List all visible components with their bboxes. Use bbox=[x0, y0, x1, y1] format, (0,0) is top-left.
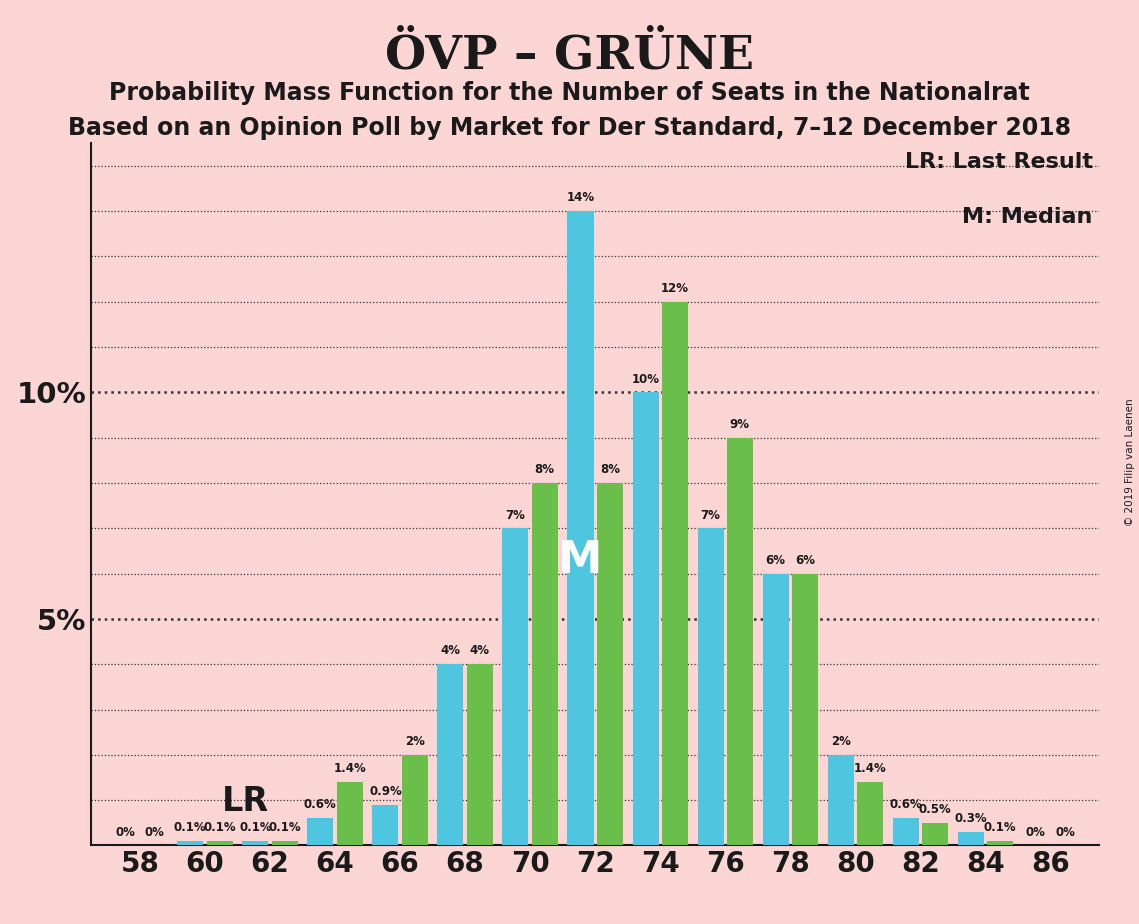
Text: 0.1%: 0.1% bbox=[269, 821, 301, 834]
Bar bbox=[857, 782, 883, 845]
Text: 4%: 4% bbox=[441, 644, 460, 658]
Bar bbox=[437, 664, 464, 845]
Text: 8%: 8% bbox=[534, 463, 555, 476]
Bar bbox=[763, 574, 788, 845]
Bar bbox=[532, 483, 558, 845]
Text: 0.1%: 0.1% bbox=[239, 821, 271, 834]
Text: 12%: 12% bbox=[661, 282, 689, 295]
Text: M: M bbox=[558, 539, 603, 581]
Text: LR: LR bbox=[222, 785, 269, 819]
Text: 6%: 6% bbox=[765, 553, 786, 566]
Bar bbox=[597, 483, 623, 845]
Text: 0.9%: 0.9% bbox=[369, 784, 402, 798]
Text: 1.4%: 1.4% bbox=[853, 762, 886, 775]
Bar bbox=[893, 819, 919, 845]
Bar bbox=[988, 841, 1013, 845]
Bar bbox=[243, 841, 269, 845]
Text: 0%: 0% bbox=[1026, 826, 1046, 839]
Bar bbox=[958, 832, 984, 845]
Text: Based on an Opinion Poll by Market for Der Standard, 7–12 December 2018: Based on an Opinion Poll by Market for D… bbox=[68, 116, 1071, 140]
Bar bbox=[727, 438, 753, 845]
Bar bbox=[402, 755, 427, 845]
Text: 0.1%: 0.1% bbox=[984, 821, 1016, 834]
Text: 4%: 4% bbox=[469, 644, 490, 658]
Bar bbox=[632, 393, 658, 845]
Text: 7%: 7% bbox=[506, 508, 525, 521]
Bar bbox=[467, 664, 493, 845]
Bar bbox=[792, 574, 818, 845]
Bar bbox=[206, 841, 232, 845]
Text: 0%: 0% bbox=[115, 826, 136, 839]
Text: 9%: 9% bbox=[730, 418, 749, 431]
Text: 14%: 14% bbox=[566, 191, 595, 204]
Text: 10%: 10% bbox=[631, 372, 659, 385]
Text: 0%: 0% bbox=[145, 826, 164, 839]
Text: © 2019 Filip van Laenen: © 2019 Filip van Laenen bbox=[1125, 398, 1134, 526]
Text: Probability Mass Function for the Number of Seats in the Nationalrat: Probability Mass Function for the Number… bbox=[109, 81, 1030, 105]
Text: 0.6%: 0.6% bbox=[304, 798, 337, 811]
Bar bbox=[337, 782, 362, 845]
Bar bbox=[502, 529, 528, 845]
Bar bbox=[662, 302, 688, 845]
Text: 7%: 7% bbox=[700, 508, 721, 521]
Bar bbox=[697, 529, 723, 845]
Bar bbox=[372, 805, 399, 845]
Bar bbox=[921, 822, 948, 845]
Bar bbox=[178, 841, 203, 845]
Text: 8%: 8% bbox=[600, 463, 620, 476]
Text: 1.4%: 1.4% bbox=[334, 762, 366, 775]
Text: 0.3%: 0.3% bbox=[954, 812, 988, 825]
Text: 0.6%: 0.6% bbox=[890, 798, 923, 811]
Text: M: Median: M: Median bbox=[962, 207, 1092, 226]
Bar bbox=[828, 755, 853, 845]
Bar bbox=[271, 841, 297, 845]
Text: 0.5%: 0.5% bbox=[918, 803, 951, 816]
Text: 6%: 6% bbox=[795, 553, 814, 566]
Text: ÖVP – GRÜNE: ÖVP – GRÜNE bbox=[385, 32, 754, 79]
Bar bbox=[567, 212, 593, 845]
Text: 0%: 0% bbox=[1055, 826, 1075, 839]
Bar bbox=[308, 819, 334, 845]
Text: 0.1%: 0.1% bbox=[174, 821, 206, 834]
Text: 2%: 2% bbox=[404, 736, 425, 748]
Text: 0.1%: 0.1% bbox=[203, 821, 236, 834]
Text: LR: Last Result: LR: Last Result bbox=[904, 152, 1092, 172]
Text: 2%: 2% bbox=[830, 736, 851, 748]
